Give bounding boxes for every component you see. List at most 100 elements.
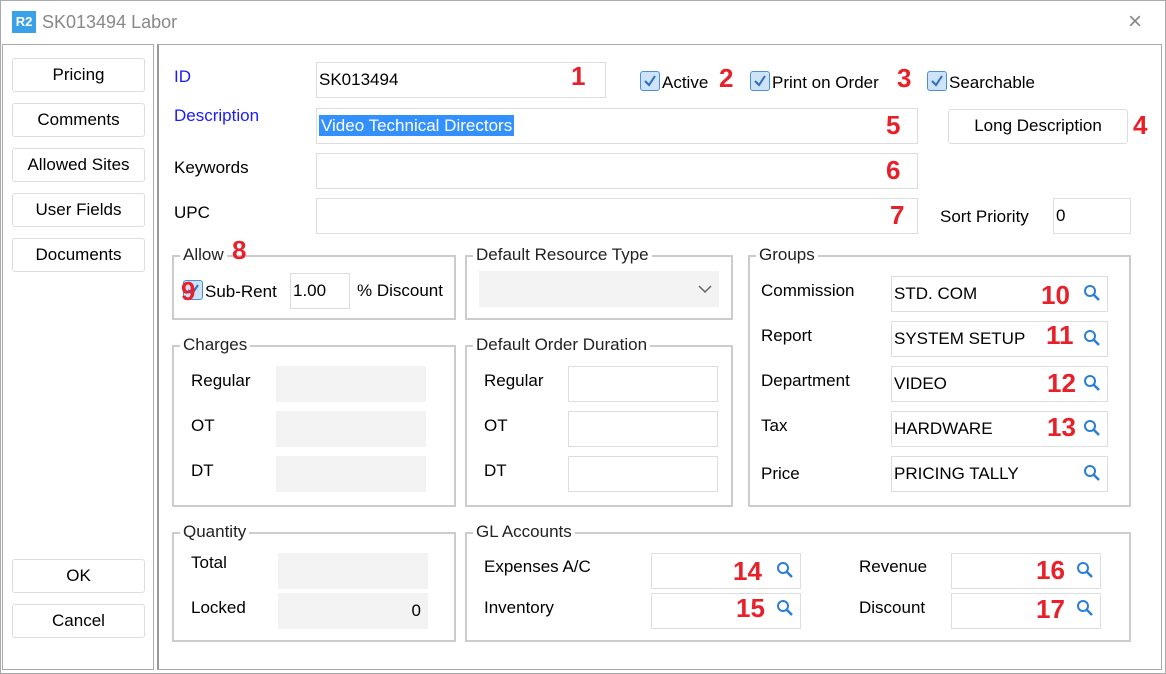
description-value: Video Technical Directors [319, 115, 515, 136]
check-icon [187, 284, 199, 296]
price-label: Price [761, 464, 800, 483]
duration-dt-input[interactable] [568, 456, 718, 492]
revenue-input[interactable] [951, 553, 1101, 589]
main-panel [157, 44, 1162, 670]
report-input[interactable]: SYSTEM SETUP [891, 321, 1108, 357]
report-label: Report [761, 326, 813, 345]
discount-input[interactable]: 1.00 [290, 273, 350, 309]
active-checkbox[interactable] [640, 71, 660, 91]
charges-title: Charges [180, 335, 251, 355]
sub-rent-checkbox[interactable] [183, 280, 203, 300]
discount-gl-input[interactable] [951, 593, 1101, 629]
tax-search-icon[interactable] [1083, 419, 1101, 437]
locked-input[interactable]: 0 [278, 593, 428, 629]
tax-label: Tax [761, 416, 788, 435]
user-fields-button[interactable]: User Fields [12, 193, 145, 227]
groups-title: Groups [756, 245, 818, 265]
charges-regular-label: Regular [191, 371, 251, 390]
annotation-10: 10 [1041, 280, 1070, 310]
upc-input[interactable] [316, 198, 918, 234]
annotation-12: 12 [1047, 368, 1076, 398]
comments-button[interactable]: Comments [12, 103, 145, 137]
revenue-label: Revenue [859, 557, 928, 576]
discount-gl-label: Discount [859, 598, 926, 617]
annotation-9: 9 [181, 276, 196, 306]
active-label: Active [662, 73, 709, 92]
expenses-search-icon[interactable] [776, 561, 794, 579]
charges-ot-input[interactable] [276, 411, 426, 447]
annotation-6: 6 [886, 155, 901, 185]
close-icon[interactable]: × [1128, 8, 1143, 35]
annotation-17: 17 [1036, 594, 1065, 624]
duration-title: Default Order Duration [473, 335, 651, 355]
sort-priority-label: Sort Priority [940, 207, 1029, 226]
annotation-14: 14 [733, 556, 762, 586]
charges-dt-label: DT [191, 461, 214, 480]
charges-regular-input[interactable] [276, 366, 426, 402]
resource-type-title: Default Resource Type [473, 245, 652, 265]
inventory-input[interactable] [651, 593, 801, 629]
print-on-order-label: Print on Order [772, 73, 879, 92]
description-label: Description [174, 106, 260, 125]
cancel-button[interactable]: Cancel [12, 604, 145, 638]
annotation-2: 2 [719, 63, 734, 93]
price-search-icon[interactable] [1083, 464, 1101, 482]
inventory-search-icon[interactable] [776, 599, 794, 617]
duration-ot-label: OT [484, 416, 508, 435]
annotation-15: 15 [736, 593, 765, 623]
sort-priority-input[interactable]: 0 [1053, 198, 1131, 234]
duration-group: Default Order Duration [465, 335, 733, 507]
annotation-1: 1 [571, 61, 586, 91]
report-search-icon[interactable] [1083, 329, 1101, 347]
charges-group: Charges [172, 335, 456, 507]
tax-input[interactable]: HARDWARE [891, 411, 1108, 447]
groups-group: Groups [748, 245, 1131, 507]
chevron-down-icon [698, 285, 712, 294]
total-input[interactable] [278, 553, 428, 589]
charges-ot-label: OT [191, 416, 215, 435]
allowed-sites-button[interactable]: Allowed Sites [12, 148, 145, 182]
print-on-order-checkbox[interactable] [750, 71, 770, 91]
revenue-search-icon[interactable] [1076, 561, 1094, 579]
check-icon [754, 75, 766, 87]
commission-input[interactable]: STD. COM [891, 276, 1108, 312]
commission-label: Commission [761, 281, 855, 300]
duration-regular-input[interactable] [568, 366, 718, 402]
annotation-8: 8 [232, 235, 247, 265]
keywords-input[interactable] [316, 153, 918, 189]
allow-title: Allow [180, 245, 227, 265]
discount-search-icon[interactable] [1076, 599, 1094, 617]
documents-button[interactable]: Documents [12, 238, 145, 272]
expenses-label: Expenses A/C [484, 557, 591, 576]
window-title: SK013494 Labor [42, 12, 178, 32]
annotation-11: 11 [1046, 320, 1074, 350]
annotation-3: 3 [897, 63, 912, 93]
duration-dt-label: DT [484, 461, 507, 480]
resource-type-select[interactable] [479, 271, 719, 307]
expenses-input[interactable] [651, 553, 801, 589]
discount-label: % Discount [357, 281, 443, 300]
gl-accounts-group: GL Accounts [465, 522, 1131, 642]
ok-button[interactable]: OK [12, 559, 145, 593]
department-search-icon[interactable] [1083, 374, 1101, 392]
inventory-label: Inventory [484, 598, 554, 617]
commission-search-icon[interactable] [1083, 284, 1101, 302]
annotation-5: 5 [886, 110, 901, 140]
description-input[interactable]: Video Technical Directors [316, 108, 918, 144]
upc-label: UPC [174, 203, 210, 222]
duration-regular-label: Regular [484, 371, 544, 390]
price-input[interactable]: PRICING TALLY [891, 456, 1108, 492]
keywords-label: Keywords [174, 158, 249, 177]
locked-label: Locked [191, 598, 246, 617]
quantity-group: Quantity [172, 522, 456, 642]
searchable-checkbox[interactable] [927, 71, 947, 91]
pricing-button[interactable]: Pricing [12, 58, 145, 92]
department-label: Department [761, 371, 850, 390]
duration-ot-input[interactable] [568, 411, 718, 447]
allow-group: Allow [172, 245, 456, 320]
long-description-button[interactable]: Long Description [948, 109, 1128, 144]
charges-dt-input[interactable] [276, 456, 426, 492]
searchable-label: Searchable [949, 73, 1036, 92]
department-input[interactable]: VIDEO [891, 366, 1108, 402]
id-input[interactable]: SK013494 [316, 62, 606, 98]
